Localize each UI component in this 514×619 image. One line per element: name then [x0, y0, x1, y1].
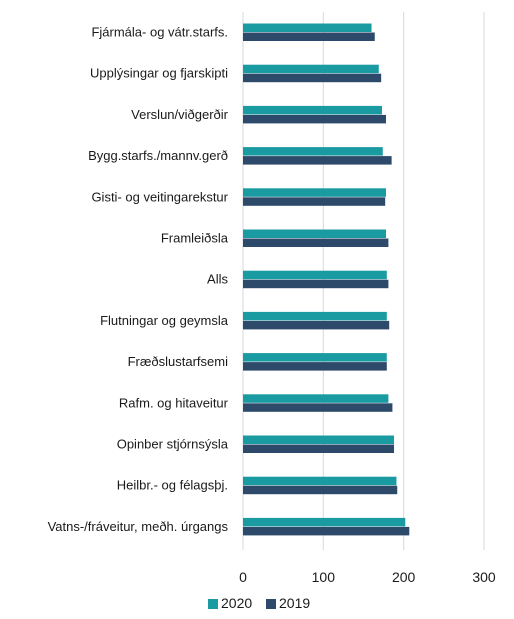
bar-2019-0	[243, 32, 375, 41]
category-label: Fjármála- og vátr.starfs.	[91, 25, 228, 40]
bar-2019-3	[243, 156, 392, 165]
category-label: Verslun/viðgerðir	[131, 107, 228, 122]
legend-swatch-2019	[266, 599, 276, 609]
category-label: Framleiðsla	[161, 231, 229, 246]
bar-2020-6	[243, 270, 387, 280]
bar-2020-5	[243, 229, 386, 238]
x-tick-label: 0	[239, 569, 247, 585]
x-tick-label: 200	[392, 569, 416, 585]
category-label: Heilbr.- og félagsþj.	[117, 478, 228, 493]
category-label: Flutningar og geymsla	[100, 313, 229, 328]
bar-2019-11	[243, 485, 398, 495]
category-label: Alls	[207, 272, 228, 287]
bar-2020-9	[243, 394, 389, 403]
bar-2019-9	[243, 403, 393, 412]
bar-2019-5	[243, 238, 389, 247]
bar-2019-2	[243, 114, 386, 124]
x-axis-ticks: 0 100 200 300	[239, 569, 496, 585]
category-label: Gisti- og veitingarekstur	[91, 189, 228, 204]
category-label: Bygg.starfs./mannv.gerð	[88, 148, 228, 163]
x-tick-label: 300	[472, 569, 496, 585]
bar-2020-10	[243, 435, 395, 444]
bar-2020-3	[243, 147, 383, 156]
bar-2019-10	[243, 444, 395, 453]
legend-label-2019: 2019	[279, 595, 310, 611]
category-label: Vatns-/fráveitur, meðh. úrgangs	[48, 519, 229, 534]
bar-2020-0	[243, 23, 372, 32]
bar-2019-7	[243, 320, 390, 330]
bar-2020-4	[243, 188, 386, 197]
legend-swatch-2020	[208, 599, 218, 609]
bar-2019-12	[243, 526, 410, 536]
bar-2019-4	[243, 197, 386, 206]
bars	[243, 23, 410, 536]
legend-label-2020: 2020	[221, 595, 252, 611]
bar-2020-8	[243, 353, 387, 362]
bar-2019-1	[243, 73, 382, 83]
category-label: Upplýsingar og fjarskipti	[90, 66, 228, 81]
bar-2019-8	[243, 362, 387, 371]
legend: 2020 2019	[208, 595, 310, 611]
category-labels: Fjármála- og vátr.starfs. Upplýsingar og …	[48, 25, 229, 534]
bar-2020-2	[243, 105, 382, 115]
bar-2020-12	[243, 517, 406, 527]
bar-2019-6	[243, 279, 389, 289]
category-label: Rafm. og hitaveitur	[119, 395, 229, 410]
x-tick-label: 100	[312, 569, 336, 585]
category-label: Opinber stjórnsýsla	[117, 437, 229, 452]
bar-2020-7	[243, 311, 387, 321]
bar-2020-1	[243, 64, 379, 74]
category-label: Fræðslustarfsemi	[128, 354, 229, 369]
bar-2020-11	[243, 476, 397, 486]
